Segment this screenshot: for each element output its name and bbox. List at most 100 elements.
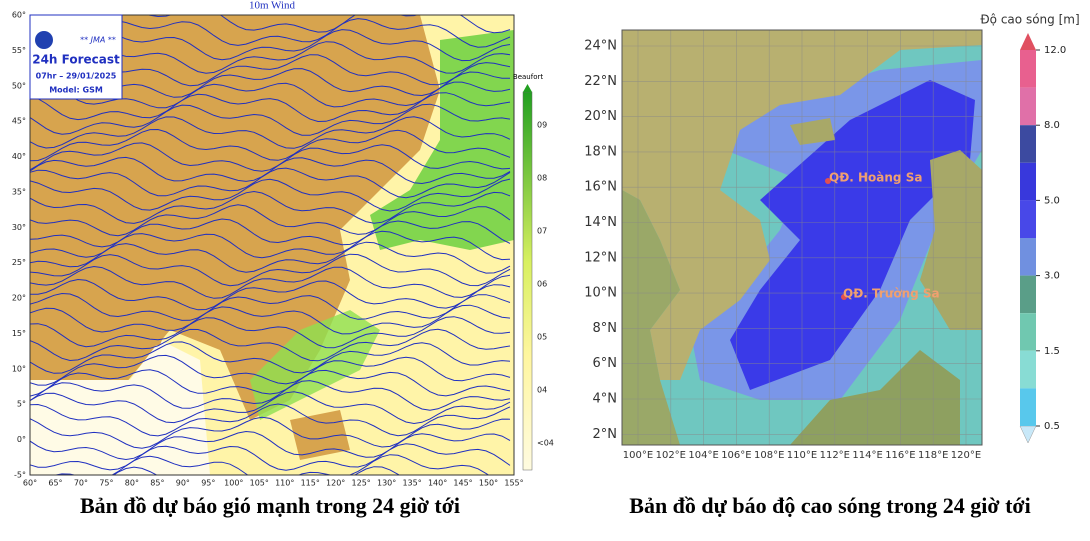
colorbar-label: 05 xyxy=(537,333,547,342)
lat-label: 35° xyxy=(12,187,26,196)
lat-label: 5° xyxy=(17,400,26,409)
colorbar-band xyxy=(1020,125,1036,163)
lon-label: 150° xyxy=(479,479,498,488)
lon-label: 110° xyxy=(275,479,294,488)
lon-label: 85° xyxy=(150,479,164,488)
colorbar-label: 08 xyxy=(537,174,547,183)
land xyxy=(790,350,960,445)
isobar xyxy=(30,292,511,321)
wind-map xyxy=(30,15,514,475)
colorbar-title: Độ cao sóng [m] xyxy=(980,13,1079,27)
lat-label: 55° xyxy=(12,46,26,55)
isobar xyxy=(30,304,511,335)
lat-label: 20°N xyxy=(584,109,617,124)
colorbar-cap xyxy=(523,84,532,92)
lon-label: 106°E xyxy=(721,450,751,461)
isobar xyxy=(30,328,511,362)
colorbar-label: <04 xyxy=(537,439,554,448)
isobar xyxy=(30,416,511,449)
land xyxy=(622,30,982,380)
place-marker xyxy=(825,178,831,184)
map-title: 10m Wind xyxy=(249,0,296,12)
lat-label: 6°N xyxy=(593,356,618,371)
lat-label: 18°N xyxy=(584,144,617,159)
wave-zone xyxy=(730,80,975,390)
lat-label: 12°N xyxy=(584,250,617,265)
land xyxy=(920,150,982,330)
colorbar-label: 0.5 xyxy=(1044,421,1060,432)
place-marker xyxy=(841,294,847,300)
lon-label: 125° xyxy=(352,479,371,488)
lon-label: 95° xyxy=(201,479,215,488)
colorbar-cap xyxy=(1019,425,1037,444)
lon-label: 80° xyxy=(125,479,139,488)
lon-label: 118°E xyxy=(918,450,948,461)
model: Model: GSM xyxy=(49,86,103,95)
map-frame xyxy=(621,29,983,446)
lon-label: 65° xyxy=(48,479,62,488)
isobar xyxy=(30,403,511,437)
logo-box xyxy=(29,14,123,100)
isobar xyxy=(30,142,511,172)
land xyxy=(790,118,835,145)
colorbar-band xyxy=(1020,275,1036,314)
lon-label: 110°E xyxy=(787,450,817,461)
isobar xyxy=(30,341,511,374)
lon-label: 60° xyxy=(23,479,37,488)
lon-label: 108°E xyxy=(754,450,784,461)
colorbar-label: 06 xyxy=(537,280,547,289)
isobar xyxy=(30,204,511,237)
caption: Bản đồ dự báo gió mạnh trong 24 giờ tới xyxy=(80,493,460,518)
lat-label: 14°N xyxy=(584,215,617,230)
lon-label: 104°E xyxy=(688,450,718,461)
colorbar-band xyxy=(1020,50,1036,88)
lat-label: 45° xyxy=(12,117,26,126)
colorbar-title: Beaufort xyxy=(513,73,543,81)
lat-label: -5° xyxy=(14,471,26,480)
colorbar xyxy=(1019,33,1040,444)
graticule xyxy=(622,30,982,445)
isobar xyxy=(53,454,490,475)
wind-zone xyxy=(370,30,514,250)
lon-label: 105° xyxy=(250,479,269,488)
isobar xyxy=(30,265,511,299)
lat-label: 10° xyxy=(12,364,26,373)
lat-label: 8°N xyxy=(593,321,618,336)
colorbar xyxy=(522,91,533,471)
lat-label: 4°N xyxy=(593,392,618,407)
lat-label: 22°N xyxy=(584,74,617,89)
lat-label: 10°N xyxy=(584,286,617,301)
lon-label: 90° xyxy=(176,479,190,488)
isobar xyxy=(30,218,511,248)
lon-label: 155° xyxy=(504,479,523,488)
lon-label: 100°E xyxy=(623,450,653,461)
lon-label: 75° xyxy=(99,479,113,488)
land xyxy=(622,190,680,445)
heading: 24h Forecast xyxy=(32,53,120,67)
colorbar-band xyxy=(1020,313,1036,351)
isobar xyxy=(30,253,511,287)
colorbar-band xyxy=(1020,200,1036,238)
colorbar-label: 12.0 xyxy=(1044,45,1066,56)
isobar xyxy=(30,391,511,425)
lon-label: 100° xyxy=(224,479,243,488)
colorbar-label: 1.5 xyxy=(1044,346,1060,357)
logo: ** JMA ** 24h Forecast 07hr – 29/01/2025… xyxy=(29,14,123,100)
caption: Bản đồ dự báo độ cao sóng trong 24 giờ t… xyxy=(629,493,1030,518)
colorbar-label: 3.0 xyxy=(1044,271,1060,282)
isobar xyxy=(30,278,511,311)
lat-label: 20° xyxy=(12,294,26,303)
colorbar-label: 5.0 xyxy=(1044,195,1060,206)
colorbar-label: 09 xyxy=(537,121,547,130)
lat-label: 16°N xyxy=(584,180,617,195)
map-frame xyxy=(29,14,515,476)
isobar xyxy=(30,92,511,123)
colorbar-band xyxy=(1020,162,1036,201)
colorbar-label: 04 xyxy=(537,386,547,395)
lon-label: 120° xyxy=(326,479,345,488)
lon-label: 70° xyxy=(74,479,88,488)
isobar xyxy=(30,103,511,136)
agency: ** JMA ** xyxy=(80,36,116,45)
lat-label: 40° xyxy=(12,152,26,161)
isobar xyxy=(30,167,511,199)
